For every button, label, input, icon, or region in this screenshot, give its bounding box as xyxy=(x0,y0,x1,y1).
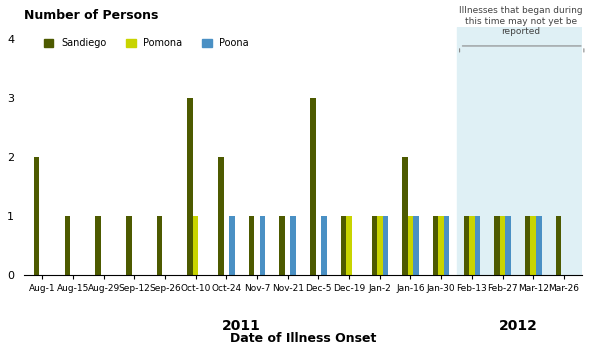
Bar xyxy=(402,157,408,275)
Bar xyxy=(65,216,70,275)
Bar xyxy=(290,216,296,275)
Bar xyxy=(556,216,561,275)
Bar xyxy=(95,216,101,275)
Bar xyxy=(249,216,254,275)
X-axis label: Date of Illness Onset: Date of Illness Onset xyxy=(230,332,376,345)
Bar xyxy=(475,216,480,275)
Bar xyxy=(494,216,500,275)
Bar xyxy=(34,157,40,275)
Text: 2011: 2011 xyxy=(222,319,261,333)
Bar xyxy=(321,216,326,275)
Bar xyxy=(341,216,346,275)
Bar xyxy=(536,216,542,275)
Bar xyxy=(377,216,383,275)
Bar xyxy=(187,98,193,275)
Bar xyxy=(310,98,316,275)
Text: Number of Persons: Number of Persons xyxy=(24,9,158,22)
Bar xyxy=(413,216,419,275)
Bar xyxy=(500,216,505,275)
Bar xyxy=(408,216,413,275)
Bar xyxy=(260,216,265,275)
Bar xyxy=(280,216,285,275)
Bar xyxy=(530,216,536,275)
Bar xyxy=(346,216,352,275)
Bar xyxy=(157,216,162,275)
Bar xyxy=(457,27,586,275)
Bar xyxy=(371,216,377,275)
Bar xyxy=(439,216,444,275)
Bar xyxy=(229,216,235,275)
Bar xyxy=(505,216,511,275)
Bar xyxy=(469,216,475,275)
Legend: Sandiego, Pomona, Poona: Sandiego, Pomona, Poona xyxy=(40,34,253,52)
Bar xyxy=(218,157,224,275)
Bar xyxy=(193,216,199,275)
Bar xyxy=(433,216,439,275)
Text: 2012: 2012 xyxy=(499,319,538,333)
Bar xyxy=(464,216,469,275)
Bar xyxy=(525,216,530,275)
Bar xyxy=(444,216,449,275)
Text: Illnesses that began during
this time may not yet be
reported: Illnesses that began during this time ma… xyxy=(459,6,583,36)
Bar xyxy=(126,216,131,275)
Bar xyxy=(383,216,388,275)
